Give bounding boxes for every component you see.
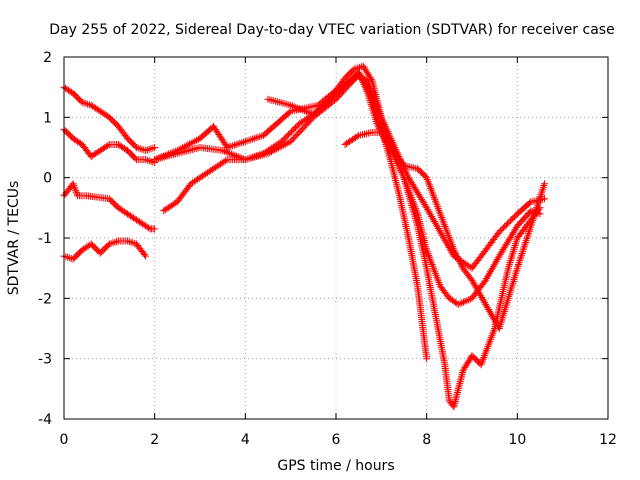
x-tick-label: 8 [422, 432, 431, 448]
x-tick-label: 12 [599, 432, 617, 448]
x-tick-label: 4 [241, 432, 250, 448]
y-tick-label: 1 [43, 110, 52, 126]
series-track-h [264, 68, 548, 332]
series-track-d [60, 237, 150, 263]
series-markers [60, 237, 150, 263]
y-tick-label: -3 [38, 352, 52, 368]
series-markers [151, 71, 544, 308]
series-track-c [60, 180, 159, 233]
plot-area [60, 62, 548, 411]
series-markers [264, 68, 548, 332]
series-track-g [151, 62, 548, 272]
y-tick-label: 0 [43, 171, 52, 187]
y-tick-label: 2 [43, 50, 52, 66]
x-tick-label: 0 [60, 432, 69, 448]
y-tick-label: -4 [38, 412, 52, 428]
x-axis-label: GPS time / hours [277, 458, 394, 474]
series-track-i [341, 128, 544, 411]
series-markers [160, 71, 431, 363]
series-markers [151, 62, 548, 272]
y-axis-label: SDTVAR / TECUs [6, 181, 22, 296]
series-track-f [151, 71, 544, 308]
series-track-e [160, 71, 431, 363]
x-tick-label: 6 [332, 432, 341, 448]
series-markers [341, 128, 544, 411]
chart-title: Day 255 of 2022, Sidereal Day-to-day VTE… [49, 22, 614, 38]
plot-frame [63, 56, 609, 420]
series-markers [60, 125, 159, 167]
x-tick-label: 10 [508, 432, 526, 448]
y-tick-label: -1 [38, 231, 52, 247]
y-tick-label: -2 [38, 291, 52, 307]
x-tick-label: 2 [150, 432, 159, 448]
series-track-b [60, 125, 159, 167]
series-markers [60, 180, 159, 233]
